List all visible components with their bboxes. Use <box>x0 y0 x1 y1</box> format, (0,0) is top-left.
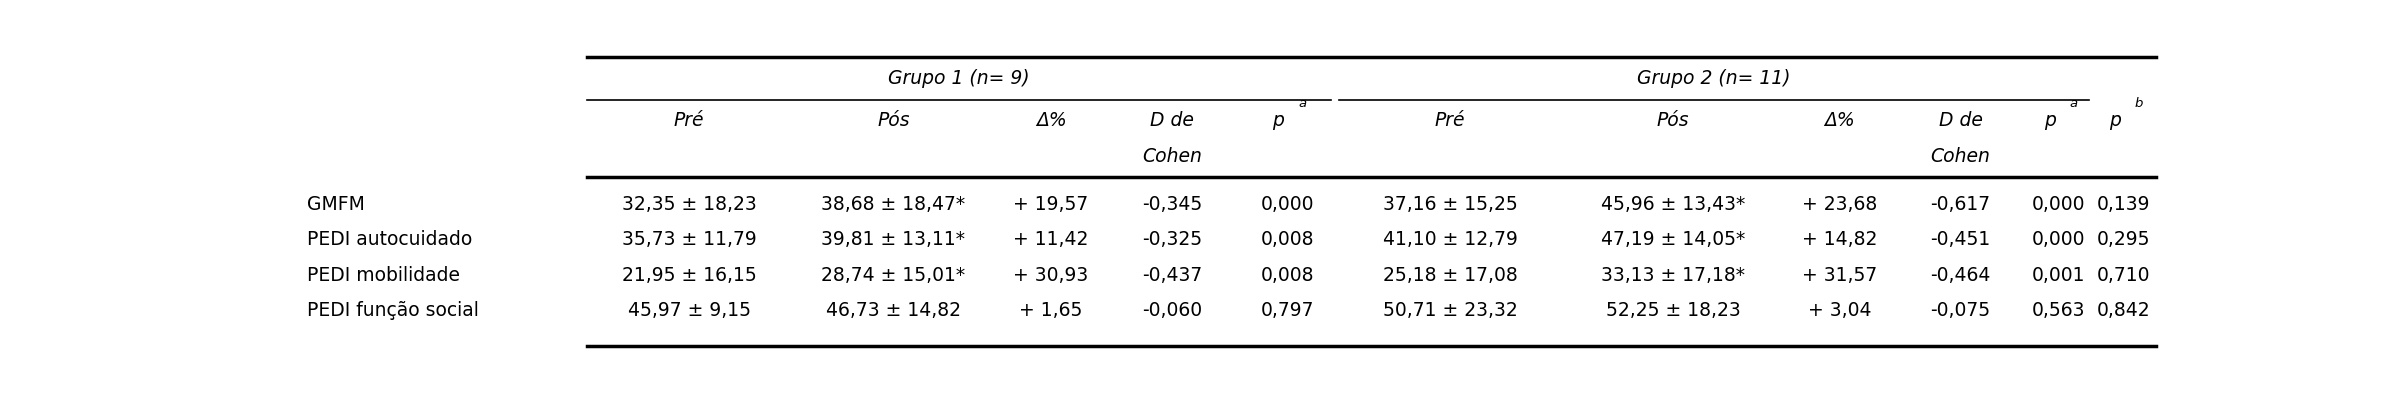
Text: -0,075: -0,075 <box>1930 301 1990 320</box>
Text: Cohen: Cohen <box>1930 148 1990 166</box>
Text: 0,008: 0,008 <box>1262 230 1315 249</box>
Text: -0,617: -0,617 <box>1930 195 1990 214</box>
Text: 47,19 ± 14,05*: 47,19 ± 14,05* <box>1600 230 1746 249</box>
Text: + 14,82: + 14,82 <box>1803 230 1878 249</box>
Text: 50,71 ± 23,32: 50,71 ± 23,32 <box>1382 301 1518 320</box>
Text: Cohen: Cohen <box>1142 148 1202 166</box>
Text: 0,008: 0,008 <box>1262 266 1315 285</box>
Text: + 11,42: + 11,42 <box>1013 230 1090 249</box>
Text: b: b <box>2134 97 2144 110</box>
Text: 0,710: 0,710 <box>2098 266 2151 285</box>
Text: 21,95 ± 16,15: 21,95 ± 16,15 <box>623 266 757 285</box>
Text: a: a <box>1298 97 1308 110</box>
Text: 41,10 ± 12,79: 41,10 ± 12,79 <box>1382 230 1518 249</box>
Text: 0,139: 0,139 <box>2098 195 2151 214</box>
Text: Δ%: Δ% <box>1825 111 1856 130</box>
Text: 0,000: 0,000 <box>1262 195 1315 214</box>
Text: 0,797: 0,797 <box>1262 301 1315 320</box>
Text: 45,96 ± 13,43*: 45,96 ± 13,43* <box>1600 195 1746 214</box>
Text: p: p <box>2043 111 2055 130</box>
Text: 0,001: 0,001 <box>2033 266 2086 285</box>
Text: 0,563: 0,563 <box>2033 301 2086 320</box>
Text: 0,295: 0,295 <box>2098 230 2151 249</box>
Text: 46,73 ± 14,82: 46,73 ± 14,82 <box>826 301 960 320</box>
Text: p: p <box>2108 111 2120 130</box>
Text: + 19,57: + 19,57 <box>1013 195 1090 214</box>
Text: 45,97 ± 9,15: 45,97 ± 9,15 <box>627 301 750 320</box>
Text: -0,464: -0,464 <box>1930 266 1990 285</box>
Text: -0,060: -0,060 <box>1142 301 1202 320</box>
Text: 38,68 ± 18,47*: 38,68 ± 18,47* <box>821 195 965 214</box>
Text: 32,35 ± 18,23: 32,35 ± 18,23 <box>623 195 757 214</box>
Text: PEDI autocuidado: PEDI autocuidado <box>307 230 472 249</box>
Text: PEDI mobilidade: PEDI mobilidade <box>307 266 460 285</box>
Text: -0,451: -0,451 <box>1930 230 1990 249</box>
Text: Pós: Pós <box>877 111 910 130</box>
Text: Grupo 2 (n= 11): Grupo 2 (n= 11) <box>1638 69 1791 88</box>
Text: + 3,04: + 3,04 <box>1808 301 1873 320</box>
Text: a: a <box>2069 97 2079 110</box>
Text: Grupo 1 (n= 9): Grupo 1 (n= 9) <box>889 69 1030 88</box>
Text: 28,74 ± 15,01*: 28,74 ± 15,01* <box>821 266 965 285</box>
Text: + 31,57: + 31,57 <box>1803 266 1878 285</box>
Text: + 30,93: + 30,93 <box>1013 266 1090 285</box>
Text: + 1,65: + 1,65 <box>1020 301 1083 320</box>
Text: -0,345: -0,345 <box>1142 195 1202 214</box>
Text: 0,842: 0,842 <box>2098 301 2151 320</box>
Text: 25,18 ± 17,08: 25,18 ± 17,08 <box>1382 266 1518 285</box>
Text: + 23,68: + 23,68 <box>1803 195 1878 214</box>
Text: 35,73 ± 11,79: 35,73 ± 11,79 <box>623 230 757 249</box>
Text: 37,16 ± 15,25: 37,16 ± 15,25 <box>1382 195 1518 214</box>
Text: D de: D de <box>1938 111 1983 130</box>
Text: Pré: Pré <box>1435 111 1466 130</box>
Text: GMFM: GMFM <box>307 195 364 214</box>
Text: 52,25 ± 18,23: 52,25 ± 18,23 <box>1605 301 1741 320</box>
Text: -0,437: -0,437 <box>1142 266 1202 285</box>
Text: PEDI função social: PEDI função social <box>307 301 479 320</box>
Text: 0,000: 0,000 <box>2033 195 2086 214</box>
Text: 0,000: 0,000 <box>2033 230 2086 249</box>
Text: Δ%: Δ% <box>1035 111 1066 130</box>
Text: 33,13 ± 17,18*: 33,13 ± 17,18* <box>1600 266 1746 285</box>
Text: Pós: Pós <box>1657 111 1688 130</box>
Text: -0,325: -0,325 <box>1142 230 1202 249</box>
Text: D de: D de <box>1150 111 1193 130</box>
Text: Pré: Pré <box>673 111 704 130</box>
Text: 39,81 ± 13,11*: 39,81 ± 13,11* <box>821 230 965 249</box>
Text: p: p <box>1272 111 1284 130</box>
